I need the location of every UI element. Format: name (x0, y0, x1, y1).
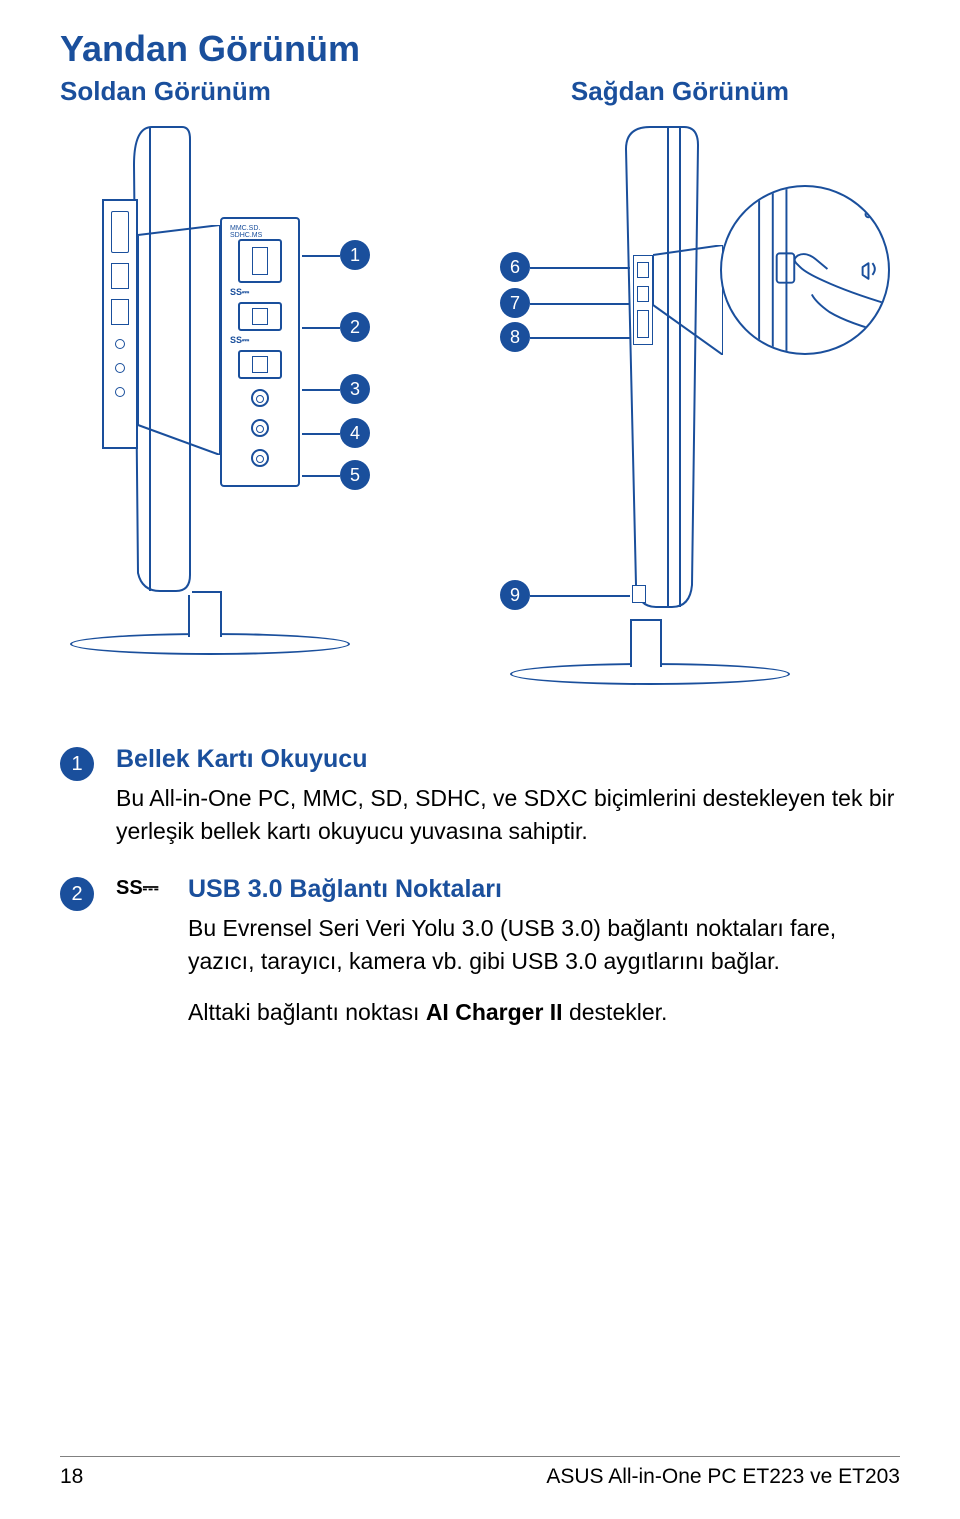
callout-7: 7 (500, 288, 530, 318)
callout-6: 6 (500, 252, 530, 282)
product-name: ASUS All-in-One PC ET223 ve ET203 (546, 1465, 900, 1489)
port-zoom-panel: MMC.SD. SDHC.MS SS⎓ SS⎓ (220, 217, 300, 487)
usb-ss-icon: SS⎓ (116, 875, 166, 1028)
subhead-left: Soldan Görünüm (60, 76, 271, 107)
item-number: 1 (60, 747, 94, 781)
kensington-slot (632, 585, 646, 603)
page-title: Yandan Görünüm (60, 28, 900, 70)
usb-ss-label-1: SS⎓ (230, 287, 249, 298)
side-button-strip (633, 255, 653, 345)
list-item: 2 SS⎓ USB 3.0 Bağlantı Noktaları Bu Evre… (60, 875, 900, 1028)
item-title: Bellek Kartı Okuyucu (116, 745, 900, 774)
page-footer: 18 ASUS All-in-One PC ET223 ve ET203 (60, 1456, 900, 1489)
callout-9: 9 (500, 580, 530, 610)
diagram-row: MMC.SD. SDHC.MS SS⎓ SS⎓ 1 2 3 4 5 (60, 125, 900, 685)
callout-3: 3 (340, 374, 370, 404)
item-text: Bu Evrensel Seri Veri Yolu 3.0 (USB 3.0)… (188, 912, 900, 977)
callout-8: 8 (500, 322, 530, 352)
button-zoom-circle (720, 185, 890, 355)
page-number: 18 (60, 1465, 83, 1489)
description-list: 1 Bellek Kartı Okuyucu Bu All-in-One PC,… (60, 745, 900, 1028)
left-side-view: MMC.SD. SDHC.MS SS⎓ SS⎓ 1 2 3 4 5 (60, 125, 390, 655)
item-text: Bu All-in-One PC, MMC, SD, SDHC, ve SDXC… (116, 782, 900, 847)
callout-2: 2 (340, 312, 370, 342)
callout-5: 5 (340, 460, 370, 490)
usb-ss-label-2: SS⎓ (230, 335, 249, 346)
item-title: USB 3.0 Bağlantı Noktaları (188, 875, 900, 904)
item-number: 2 (60, 877, 94, 911)
right-side-view: 6 7 8 9 (470, 125, 900, 685)
subhead-right: Sağdan Görünüm (571, 76, 789, 107)
port-panel (102, 199, 138, 449)
list-item: 1 Bellek Kartı Okuyucu Bu All-in-One PC,… (60, 745, 900, 847)
item-text: Alttaki bağlantı noktası AI Charger II d… (188, 996, 900, 1029)
callout-4: 4 (340, 418, 370, 448)
sd-format-label: MMC.SD. SDHC.MS (230, 225, 262, 239)
callout-1: 1 (340, 240, 370, 270)
